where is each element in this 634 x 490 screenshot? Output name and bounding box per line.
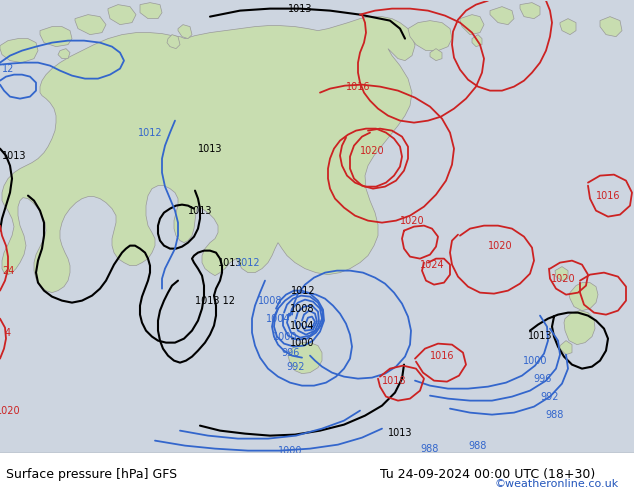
Text: 1013: 1013 (2, 150, 26, 161)
Polygon shape (520, 2, 540, 19)
Polygon shape (75, 15, 106, 35)
Polygon shape (108, 4, 136, 24)
Text: 1016: 1016 (430, 351, 454, 361)
Polygon shape (288, 343, 322, 374)
Text: 1004: 1004 (290, 320, 314, 331)
Text: 1000: 1000 (278, 445, 302, 456)
Text: 1013: 1013 (388, 428, 412, 438)
Text: 1020: 1020 (551, 273, 575, 284)
Polygon shape (460, 15, 484, 35)
Text: 1016: 1016 (596, 191, 620, 200)
Text: 1020: 1020 (488, 241, 512, 250)
Text: 1018: 1018 (382, 376, 406, 386)
Polygon shape (140, 2, 162, 19)
Text: 24: 24 (2, 266, 14, 275)
Text: 1008: 1008 (290, 304, 314, 314)
Polygon shape (167, 35, 180, 49)
Text: 996: 996 (534, 374, 552, 384)
Polygon shape (564, 311, 595, 344)
Text: 1000: 1000 (523, 356, 547, 366)
Text: 1013: 1013 (288, 3, 313, 14)
Polygon shape (2, 17, 415, 293)
Polygon shape (408, 21, 452, 50)
Polygon shape (58, 49, 70, 59)
Polygon shape (40, 26, 72, 47)
Text: 4: 4 (5, 328, 11, 338)
Text: 1020: 1020 (359, 146, 384, 156)
Text: 1012: 1012 (290, 286, 315, 295)
Polygon shape (178, 24, 192, 39)
Text: 1013: 1013 (188, 206, 212, 216)
Text: 1013: 1013 (198, 144, 223, 154)
Polygon shape (560, 341, 572, 355)
Text: 1020: 1020 (0, 406, 20, 416)
Text: 12: 12 (2, 64, 14, 74)
Text: 992: 992 (287, 362, 305, 371)
Polygon shape (472, 35, 482, 47)
Text: Surface pressure [hPa] GFS: Surface pressure [hPa] GFS (6, 468, 178, 481)
Text: 1004: 1004 (266, 314, 290, 323)
Bar (0, 453, 634, 490)
Polygon shape (430, 49, 442, 61)
Polygon shape (560, 19, 576, 35)
Text: ©weatheronline.co.uk: ©weatheronline.co.uk (495, 479, 619, 489)
Text: 1013 12: 1013 12 (195, 295, 235, 306)
Text: 996: 996 (281, 347, 300, 358)
Text: 1013: 1013 (527, 331, 552, 341)
Text: 1000: 1000 (290, 338, 314, 347)
Text: 1000: 1000 (273, 332, 297, 342)
Text: 992: 992 (541, 392, 559, 402)
Text: Tu 24-09-2024 00:00 UTC (18+30): Tu 24-09-2024 00:00 UTC (18+30) (380, 468, 596, 481)
Text: 1020: 1020 (399, 216, 424, 225)
Text: 988: 988 (469, 441, 487, 451)
Text: 1008: 1008 (258, 295, 282, 306)
Polygon shape (0, 39, 38, 63)
Text: 1012: 1012 (236, 258, 261, 268)
Text: 988: 988 (421, 443, 439, 454)
Text: 1016: 1016 (346, 82, 370, 92)
Text: 1013: 1013 (217, 258, 242, 268)
Text: 1024: 1024 (420, 260, 444, 270)
Polygon shape (569, 283, 598, 311)
Polygon shape (555, 267, 568, 281)
Text: 1012: 1012 (138, 127, 162, 138)
Polygon shape (600, 17, 622, 37)
Polygon shape (490, 7, 514, 24)
Text: 988: 988 (546, 410, 564, 419)
